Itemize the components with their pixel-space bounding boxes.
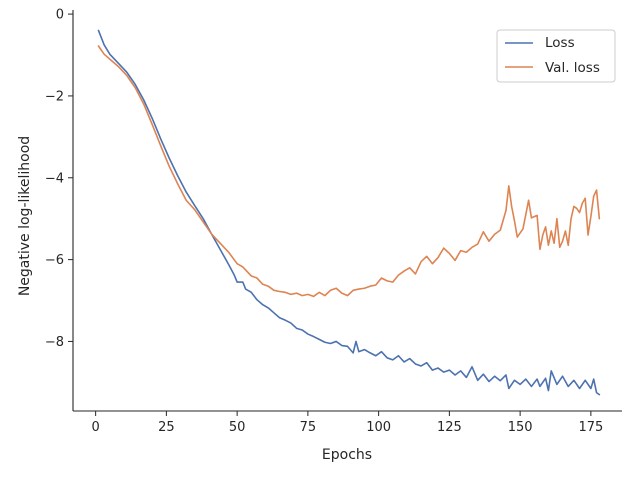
y-tick-label: −4	[45, 171, 64, 186]
axes-layer	[72, 10, 622, 412]
legend: Loss Val. loss	[496, 29, 616, 83]
x-axis-label: Epochs	[322, 447, 372, 463]
legend-label-loss: Loss	[545, 35, 575, 51]
y-tick-label: −8	[45, 335, 64, 350]
y-tick-label: −6	[45, 253, 64, 268]
y-tick-label: −2	[45, 89, 64, 104]
x-ticks: 0 25 50 75 100 125 150 175	[91, 411, 603, 435]
x-tick-label: 100	[366, 420, 391, 435]
x-tick-label: 50	[229, 420, 246, 435]
y-ticks: 0 −2 −4 −6 −8	[45, 8, 73, 350]
series-line-val-loss	[97, 45, 601, 298]
series-line-loss	[97, 29, 601, 396]
x-tick-label: 125	[437, 420, 462, 435]
x-tick-label: 75	[300, 420, 317, 435]
x-tick-label: 0	[91, 420, 99, 435]
x-tick-label: 175	[578, 420, 603, 435]
y-tick-label: 0	[56, 8, 64, 23]
y-axis-label: Negative log-likelihood	[17, 136, 33, 296]
x-tick-label: 150	[508, 420, 533, 435]
series-layer	[97, 29, 601, 396]
x-tick-label: 25	[158, 420, 175, 435]
legend-label-val-loss: Val. loss	[545, 60, 600, 76]
